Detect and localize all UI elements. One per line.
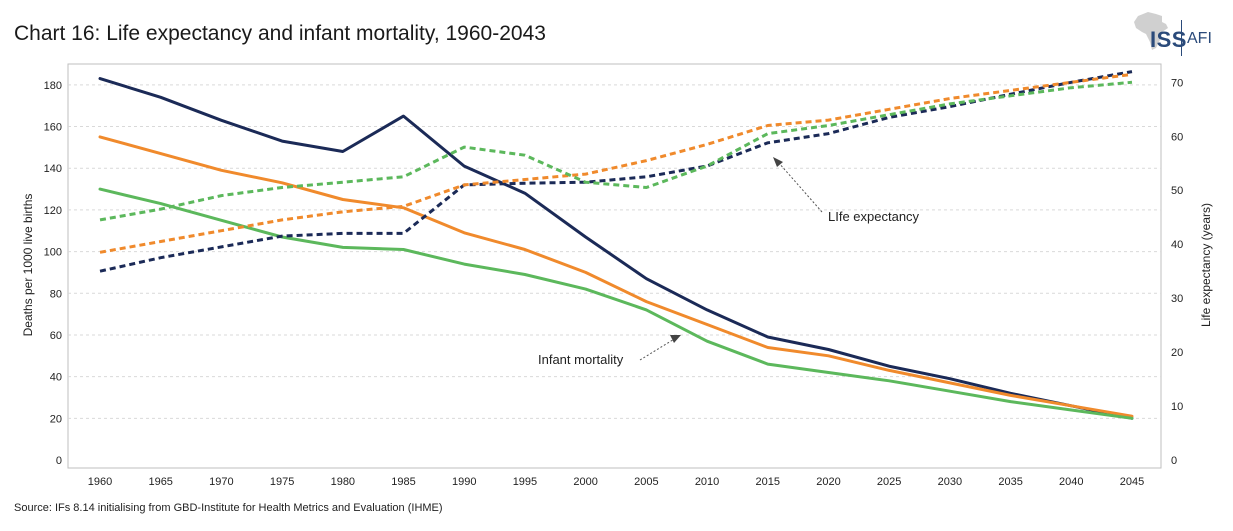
x-tick-label: 2020 xyxy=(816,476,840,488)
y-left-tick-label: 160 xyxy=(44,122,62,134)
y-right-tick-label: 40 xyxy=(1171,239,1183,251)
annotation-infant-mortality-arrow xyxy=(670,335,681,343)
y-left-tick-label: 100 xyxy=(44,247,62,259)
x-tick-label: 1970 xyxy=(209,476,233,488)
y-right-tick-label: 70 xyxy=(1171,77,1183,89)
x-tick-label: 1980 xyxy=(331,476,355,488)
series-line-4 xyxy=(99,72,1133,254)
gridlines xyxy=(68,84,1161,419)
x-tick-label: 1975 xyxy=(270,476,294,488)
y-right-tick-label: 10 xyxy=(1171,401,1183,413)
x-tick-label: 2005 xyxy=(634,476,658,488)
annotation-life-expectancy-leader xyxy=(777,161,823,213)
annotation-infant-mortality: Infant mortality xyxy=(538,335,681,367)
y-right-tick-label: 50 xyxy=(1171,185,1183,197)
series-line-2 xyxy=(98,187,1134,420)
x-tick-label: 2010 xyxy=(695,476,719,488)
x-tick-label: 1985 xyxy=(391,476,415,488)
series-line-0 xyxy=(98,77,1134,420)
annotation-life-expectancy-label: LIfe expectancy xyxy=(828,209,920,224)
y-left-tick-label: 40 xyxy=(50,372,62,384)
x-tick-label: 2025 xyxy=(877,476,901,488)
left-axis-ticks: 0 20 40 60 80 100 120 140 160 180 xyxy=(44,80,62,467)
x-axis-ticks: 1960 1965 1970 1975 1980 1985 1990 1995 2000 2005… xyxy=(88,476,1144,488)
x-tick-label: 2045 xyxy=(1120,476,1144,488)
y-left-tick-label: 20 xyxy=(50,413,62,425)
x-tick-label: 2000 xyxy=(573,476,597,488)
y-right-tick-label: 0 xyxy=(1171,455,1177,467)
x-tick-label: 2040 xyxy=(1059,476,1083,488)
y-left-tick-label: 140 xyxy=(44,163,62,175)
logo-iss-text: ISS xyxy=(1150,27,1187,52)
y-left-tick-label: 180 xyxy=(44,80,62,92)
x-tick-label: 1965 xyxy=(148,476,172,488)
y-left-tick-label: 80 xyxy=(50,288,62,300)
series-line-1 xyxy=(98,135,1134,418)
series-line-3 xyxy=(99,70,1133,273)
y-axis-left-title: Deaths per 1000 live births xyxy=(21,194,35,337)
y-right-tick-label: 60 xyxy=(1171,131,1183,143)
x-tick-label: 2015 xyxy=(756,476,780,488)
y-left-tick-label: 120 xyxy=(44,205,62,217)
source-note: Source: IFs 8.14 initialising from GBD-I… xyxy=(14,502,443,514)
logo-divider xyxy=(1181,20,1182,56)
x-tick-label: 1990 xyxy=(452,476,476,488)
y-axis-right-title: Life expectancy (years) xyxy=(1199,203,1213,327)
iss-afi-logo: ISS AFI xyxy=(1132,10,1222,58)
annotation-infant-mortality-label: Infant mortality xyxy=(538,352,624,367)
africa-map-icon xyxy=(1134,12,1168,50)
annotation-life-expectancy-arrow xyxy=(773,157,783,167)
y-left-tick-label: 0 xyxy=(56,455,62,467)
y-left-tick-label: 60 xyxy=(50,330,62,342)
annotation-life-expectancy: LIfe expectancy xyxy=(773,157,920,224)
plot-border xyxy=(67,63,1162,469)
chart-title: Chart 16: Life expectancy and infant mor… xyxy=(14,22,546,45)
x-tick-label: 1960 xyxy=(88,476,112,488)
annotation-infant-mortality-leader xyxy=(639,337,677,361)
right-axis-ticks: 0 10 20 30 40 50 60 70 xyxy=(1171,77,1183,467)
x-tick-label: 1995 xyxy=(513,476,537,488)
series-lines xyxy=(98,70,1134,420)
logo-afi-text: AFI xyxy=(1187,30,1212,47)
x-tick-label: 2030 xyxy=(938,476,962,488)
series-line-5 xyxy=(99,80,1133,222)
y-right-tick-label: 20 xyxy=(1171,347,1183,359)
y-right-tick-label: 30 xyxy=(1171,293,1183,305)
x-tick-label: 2035 xyxy=(998,476,1022,488)
